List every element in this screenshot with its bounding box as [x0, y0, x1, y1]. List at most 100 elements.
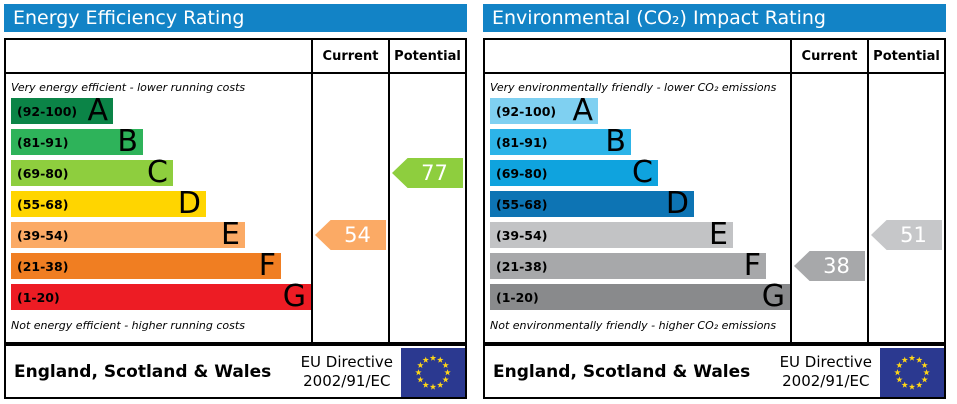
header-spacer — [6, 40, 311, 72]
table-body: Very environmentally friendly - lower CO… — [485, 74, 944, 342]
eu-directive-line1: EU Directive — [779, 352, 872, 371]
region-label: England, Scotland & Wales — [493, 361, 751, 382]
band-letter: E — [221, 217, 240, 252]
band-g: (1-20) G — [490, 279, 790, 314]
band-f: (21-38) F — [11, 248, 281, 283]
bottom-note: Not environmentally friendly - higher CO… — [490, 319, 777, 332]
band-range-label: (21-38) — [496, 258, 548, 274]
band-letter: G — [761, 279, 785, 314]
potential-rating-arrow: 51 — [871, 220, 942, 250]
potential-rating-arrow: 77 — [392, 158, 463, 188]
header-spacer — [485, 40, 790, 72]
current-rating-arrow: 38 — [794, 251, 865, 281]
band-row: (21-38) F — [11, 248, 311, 283]
band-letter: E — [709, 217, 728, 252]
rating-table: Current Potential Very energy efficient … — [4, 38, 467, 344]
band-range-label: (1-20) — [17, 289, 60, 305]
band-letter: B — [117, 124, 138, 159]
eu-directive-line1: EU Directive — [300, 352, 393, 371]
bands-area: (92-100) A (81-91) B (69-80) C (55-68) D (39-54)… — [490, 93, 790, 314]
band-row: (92-100) A — [11, 93, 311, 128]
band-letter: C — [147, 155, 168, 190]
band-row: (81-91) B — [11, 124, 311, 159]
band-range-label: (81-91) — [496, 134, 548, 150]
band-range-label: (39-54) — [496, 227, 548, 243]
table-header-row: Current Potential — [6, 40, 465, 74]
eu-flag-icon — [401, 348, 465, 397]
band-g: (1-20) G — [11, 279, 311, 314]
band-row: (92-100) A — [490, 93, 790, 128]
band-row: (69-80) C — [490, 155, 790, 190]
eu-directive-label: EU Directive 2002/91/EC — [780, 353, 872, 391]
band-row: (1-20) G — [11, 279, 311, 314]
band-row: (55-68) D — [490, 186, 790, 221]
band-range-label: (69-80) — [17, 165, 69, 181]
panel-footer: England, Scotland & Wales EU Directive 2… — [4, 344, 467, 399]
panel-footer: England, Scotland & Wales EU Directive 2… — [483, 344, 946, 399]
band-row: (1-20) G — [490, 279, 790, 314]
band-letter: D — [177, 186, 201, 221]
panel-title: Energy Efficiency Rating — [4, 4, 467, 32]
band-e: (39-54) E — [11, 217, 245, 252]
band-b: (81-91) B — [11, 124, 143, 159]
potential-column-body: 51 — [867, 74, 944, 342]
band-row: (81-91) B — [490, 124, 790, 159]
eu-flag-icon — [880, 348, 944, 397]
band-range-label: (81-91) — [17, 134, 69, 150]
rating-table: Current Potential Very environmentally f… — [483, 38, 946, 344]
band-f: (21-38) F — [490, 248, 766, 283]
band-letter: C — [632, 155, 653, 190]
eu-directive-label: EU Directive 2002/91/EC — [301, 353, 393, 391]
band-letter: G — [282, 279, 306, 314]
top-note: Very energy efficient - lower running co… — [11, 81, 246, 94]
band-d: (55-68) D — [11, 186, 206, 221]
band-c: (69-80) C — [490, 155, 658, 190]
bands-column: Very environmentally friendly - lower CO… — [485, 74, 790, 342]
potential-column-header: Potential — [388, 40, 465, 72]
band-letter: F — [258, 248, 276, 283]
band-e: (39-54) E — [490, 217, 733, 252]
eu-directive-line2: 2002/91/EC — [782, 371, 870, 390]
table-header-row: Current Potential — [485, 40, 944, 74]
band-range-label: (92-100) — [496, 103, 557, 119]
band-letter: A — [87, 93, 108, 128]
band-row: (55-68) D — [11, 186, 311, 221]
band-row: (69-80) C — [11, 155, 311, 190]
region-label: England, Scotland & Wales — [14, 361, 272, 382]
environmental-co2-impact-rating-panel: Environmental (CO₂) Impact Rating Curren… — [483, 4, 946, 399]
band-letter: A — [572, 93, 593, 128]
band-a: (92-100) A — [490, 93, 598, 128]
top-note: Very environmentally friendly - lower CO… — [490, 81, 777, 94]
band-range-label: (55-68) — [496, 196, 548, 212]
band-range-label: (1-20) — [496, 289, 539, 305]
bottom-note: Not energy efficient - higher running co… — [11, 319, 245, 332]
band-range-label: (92-100) — [17, 103, 78, 119]
energy-efficiency-rating-panel: Energy Efficiency Rating Current Potenti… — [4, 4, 467, 399]
band-row: (39-54) E — [11, 217, 311, 252]
current-column-header: Current — [311, 40, 388, 72]
band-row: (21-38) F — [490, 248, 790, 283]
current-column-body: 38 — [790, 74, 867, 342]
band-row: (39-54) E — [490, 217, 790, 252]
band-d: (55-68) D — [490, 186, 694, 221]
current-rating-arrow: 54 — [315, 220, 386, 250]
band-c: (69-80) C — [11, 155, 173, 190]
band-range-label: (69-80) — [496, 165, 548, 181]
band-letter: F — [743, 248, 761, 283]
band-range-label: (55-68) — [17, 196, 69, 212]
potential-column-header: Potential — [867, 40, 944, 72]
band-letter: D — [665, 186, 689, 221]
band-range-label: (21-38) — [17, 258, 69, 274]
current-column-header: Current — [790, 40, 867, 72]
band-range-label: (39-54) — [17, 227, 69, 243]
potential-column-body: 77 — [388, 74, 465, 342]
band-b: (81-91) B — [490, 124, 631, 159]
panel-title: Environmental (CO₂) Impact Rating — [483, 4, 946, 32]
band-letter: B — [605, 124, 626, 159]
bands-column: Very energy efficient - lower running co… — [6, 74, 311, 342]
current-column-body: 54 — [311, 74, 388, 342]
band-a: (92-100) A — [11, 93, 113, 128]
table-body: Very energy efficient - lower running co… — [6, 74, 465, 342]
bands-area: (92-100) A (81-91) B (69-80) C (55-68) D (39-54)… — [11, 93, 311, 314]
